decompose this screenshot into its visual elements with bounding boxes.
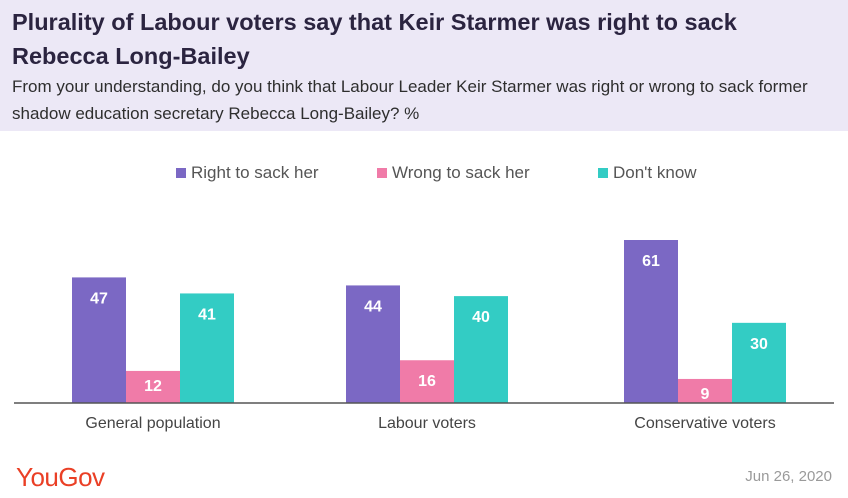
bar [126,370,180,403]
bar [624,240,678,403]
legend-label-wrong: Wrong to sack her [392,163,530,182]
chart-subtitle: From your understanding, do you think th… [12,77,808,123]
bar [732,322,786,403]
bar [72,277,126,403]
data-label: 16 [418,373,436,390]
data-label: 61 [642,253,660,270]
header-banner: Plurality of Labour voters say that Keir… [0,0,848,131]
legend-item-dontknow: Don't know [598,163,697,183]
chart-legend: Right to sack her Wrong to sack her Don'… [0,163,848,187]
x-tick-label: General population [85,415,220,432]
data-label: 44 [364,298,382,315]
legend-swatch-wrong [377,168,387,178]
bar [678,378,732,403]
x-tick-label: Labour voters [378,415,476,432]
data-label: 9 [701,386,710,403]
bar [454,296,508,403]
data-label: 40 [472,309,490,326]
x-tick-label: Conservative voters [634,415,775,432]
bar [180,293,234,403]
data-label: 12 [144,378,162,395]
legend-swatch-right [176,168,186,178]
bar [400,360,454,403]
chart-title: Plurality of Labour voters say that Keir… [12,9,737,69]
legend-item-right: Right to sack her [176,163,319,183]
publish-date: Jun 26, 2020 [745,468,832,485]
data-label: 41 [198,306,216,323]
legend-swatch-dontknow [598,168,608,178]
legend-label-right: Right to sack her [191,163,319,182]
bar [346,285,400,403]
legend-label-dontknow: Don't know [613,163,697,182]
data-label: 30 [750,336,768,353]
legend-item-wrong: Wrong to sack her [377,163,530,183]
yougov-logo: YouGov [16,462,105,492]
data-label: 47 [90,290,108,307]
